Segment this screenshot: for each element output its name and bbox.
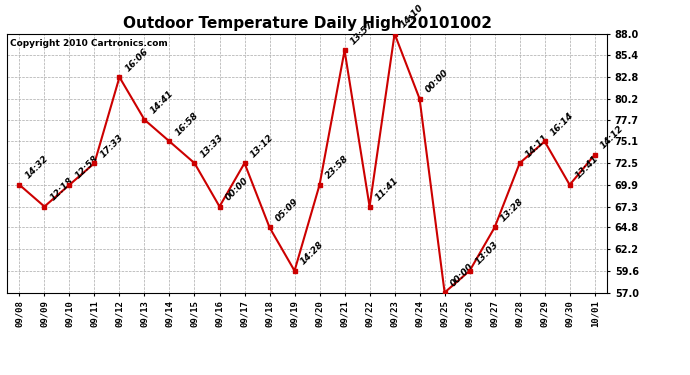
Text: 14:11: 14:11	[524, 132, 551, 159]
Text: 00:00: 00:00	[448, 262, 475, 288]
Text: 13:28: 13:28	[499, 196, 525, 223]
Text: 13:41: 13:41	[574, 154, 600, 181]
Text: 13:03: 13:03	[474, 240, 500, 267]
Text: 14:41: 14:41	[148, 89, 175, 116]
Text: 00:00: 00:00	[424, 68, 451, 95]
Text: 05:09: 05:09	[274, 196, 300, 223]
Text: 17:33: 17:33	[99, 132, 125, 159]
Text: 14:12: 14:12	[599, 124, 625, 151]
Text: 14:10: 14:10	[399, 3, 425, 30]
Text: Copyright 2010 Cartronics.com: Copyright 2010 Cartronics.com	[10, 39, 168, 48]
Text: 23:58: 23:58	[324, 154, 351, 181]
Title: Outdoor Temperature Daily High 20101002: Outdoor Temperature Daily High 20101002	[123, 16, 491, 31]
Text: 13:33: 13:33	[199, 132, 225, 159]
Text: 12:58: 12:58	[74, 154, 100, 181]
Text: 16:06: 16:06	[124, 46, 150, 73]
Text: 16:14: 16:14	[549, 111, 575, 137]
Text: 13:12: 13:12	[248, 132, 275, 159]
Text: 16:58: 16:58	[174, 111, 200, 137]
Text: 14:28: 14:28	[299, 240, 325, 267]
Text: 11:41: 11:41	[374, 176, 400, 203]
Text: 14:32: 14:32	[23, 154, 50, 181]
Text: 00:00: 00:00	[224, 176, 250, 203]
Text: 13:57: 13:57	[348, 20, 375, 46]
Text: 12:18: 12:18	[48, 176, 75, 203]
